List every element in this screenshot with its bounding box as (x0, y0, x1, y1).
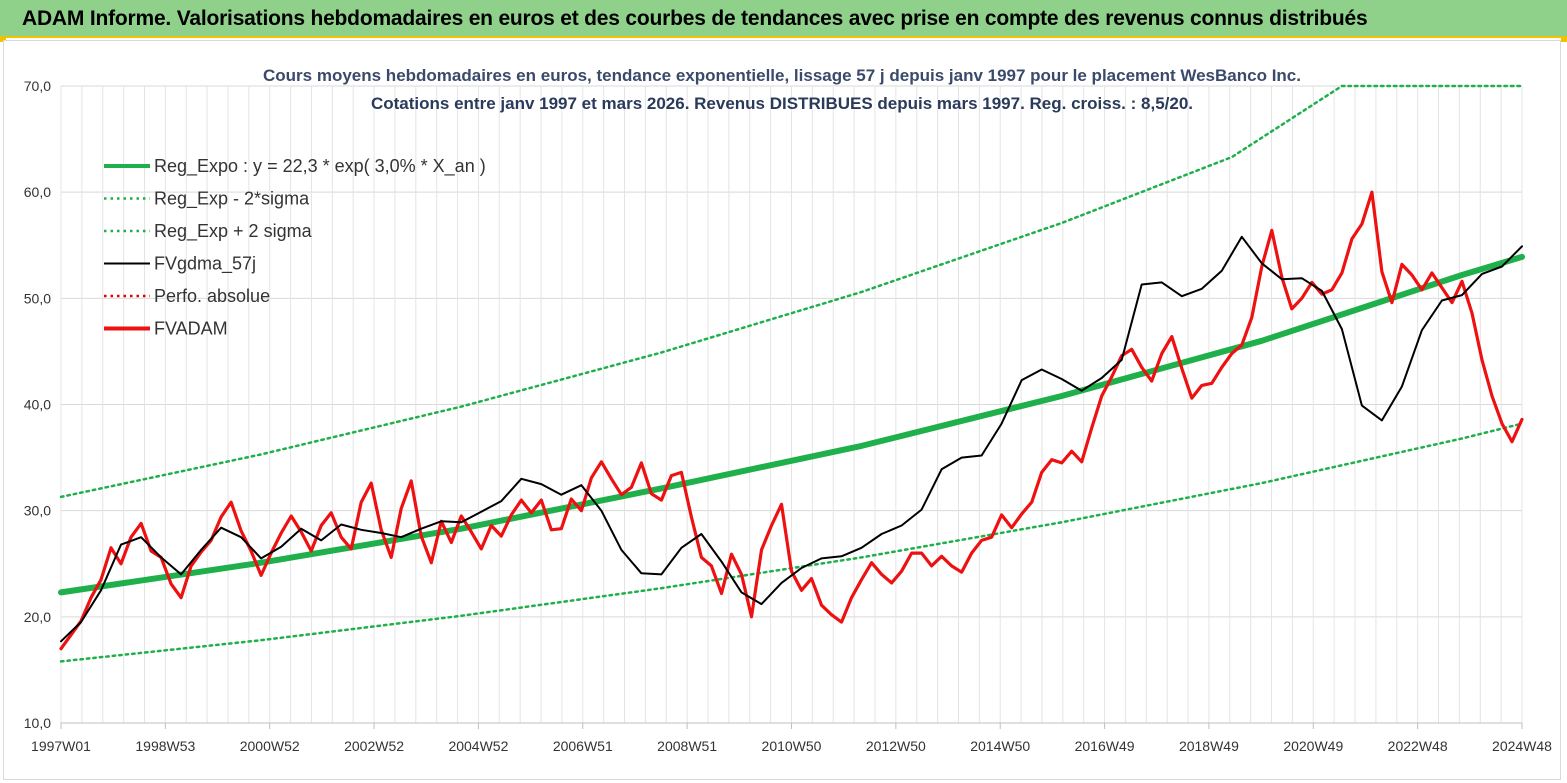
chart-subtitle: Cotations entre janv 1997 et mars 2026. … (371, 94, 1193, 113)
y-tick-label: 40,0 (24, 397, 51, 413)
y-tick-label: 30,0 (24, 503, 51, 519)
legend-label: FVgdma_57j (154, 254, 256, 275)
chart-title: Cours moyens hebdomadaires en euros, ten… (263, 66, 1301, 85)
report-title: ADAM Informe. Valorisations hebdomadaire… (22, 7, 1368, 30)
title-banner: ADAM Informe. Valorisations hebdomadaire… (0, 0, 1567, 38)
corner-marker (1561, 36, 1567, 42)
legend-label: Reg_Exp + 2 sigma (154, 221, 313, 242)
x-tick-label: 2014W50 (970, 738, 1030, 754)
y-tick-label: 20,0 (24, 609, 51, 625)
legend-label: FVADAM (154, 319, 228, 339)
y-tick-label: 60,0 (24, 184, 51, 200)
x-tick-label: 2002W52 (344, 738, 404, 754)
legend: Reg_Expo : y = 22,3 * exp( 3,0% * X_an )… (104, 156, 486, 339)
legend-label: Perfo. absolue (154, 286, 270, 306)
series-line-5 (59, 190, 1524, 651)
x-tick-label: 2022W48 (1388, 738, 1448, 754)
series-line-2 (59, 84, 1524, 499)
series-line-1 (59, 422, 1524, 663)
chart-area: 10,0 20,0 30,0 40,0 50,0 60,0 70,0 1997W01 1998W… (3, 40, 1561, 780)
legend-label: Reg_Expo : y = 22,3 * exp( 3,0% * X_an ) (154, 156, 486, 177)
x-tick-label: 1997W01 (31, 738, 91, 754)
x-tick-label: 2004W52 (448, 738, 508, 754)
x-tick-label: 2018W49 (1179, 738, 1239, 754)
series (58, 84, 1525, 663)
x-tick-label: 2006W51 (553, 738, 613, 754)
chart-svg: 10,0 20,0 30,0 40,0 50,0 60,0 70,0 1997W01 1998W… (24, 66, 1552, 754)
x-tick-label: 2000W52 (240, 738, 300, 754)
x-tick-label: 2008W51 (657, 738, 717, 754)
x-tick-label: 2020W49 (1283, 738, 1343, 754)
x-tick-label: 2024W48 (1492, 738, 1552, 754)
x-tick-label: 2012W50 (866, 738, 926, 754)
y-tick-label: 70,0 (24, 78, 51, 94)
chart-titles: Cours moyens hebdomadaires en euros, ten… (263, 66, 1301, 113)
x-tick-label: 1998W53 (135, 738, 195, 754)
y-tick-label: 50,0 (24, 290, 51, 306)
series-line-0 (58, 253, 1525, 596)
axes: 10,0 20,0 30,0 40,0 50,0 60,0 70,0 1997W01 1998W… (24, 78, 1552, 754)
y-tick-label: 10,0 (24, 715, 51, 731)
series-line-3 (60, 235, 1523, 643)
grid (60, 85, 1523, 724)
corner-marker (0, 36, 6, 42)
legend-label: Reg_Exp - 2*sigma (154, 189, 310, 210)
x-tick-label: 2016W49 (1075, 738, 1135, 754)
x-tick-label: 2010W50 (762, 738, 822, 754)
